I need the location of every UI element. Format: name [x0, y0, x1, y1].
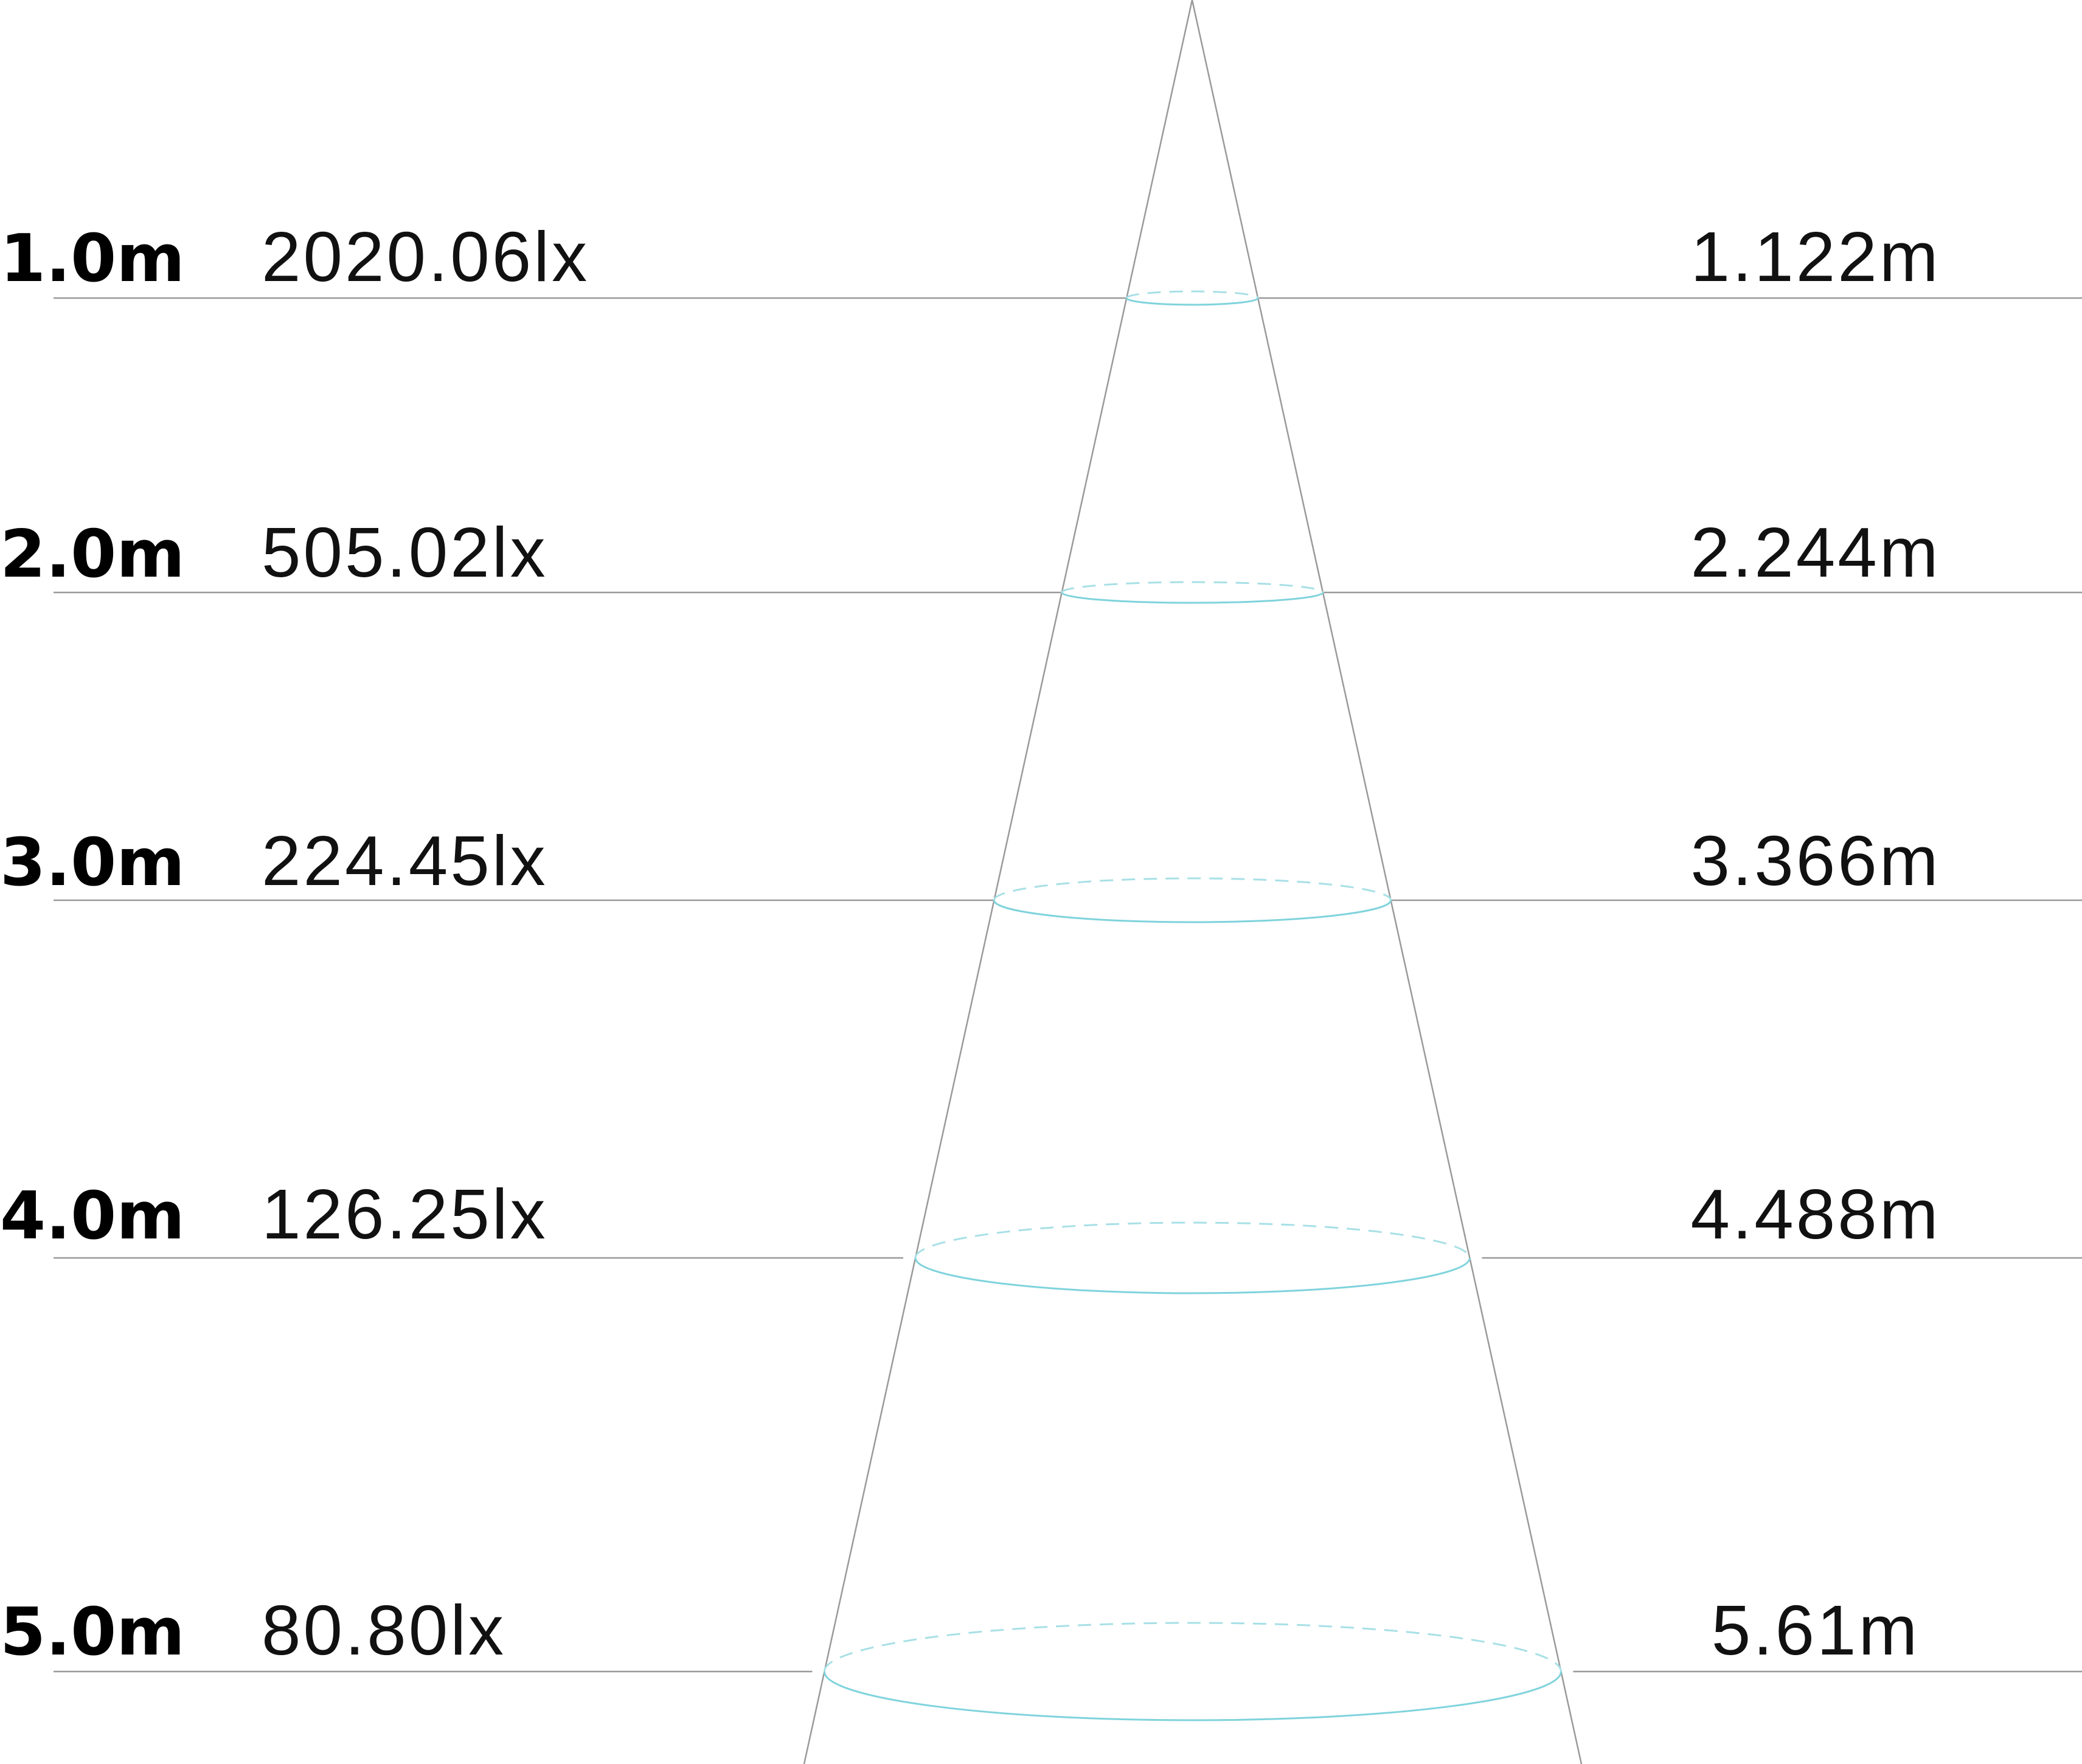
guide-lines: [54, 297, 2082, 1673]
beam-ring-back: [993, 877, 1392, 901]
diameter-label: 4.488m: [1691, 1175, 1941, 1254]
beam-ring-back: [914, 1221, 1471, 1259]
beam-cone: [803, 0, 1583, 1764]
distance-label: 5.0m: [0, 1594, 185, 1670]
diameter-label: 5.61m: [1712, 1591, 1920, 1670]
row-labels: 1.0m 2020.06lx 1.122m 2.0m 505.02lx 2.244m 3.0…: [0, 217, 1941, 1670]
beam-ring-back: [1125, 290, 1259, 299]
diameter-label: 1.122m: [1691, 217, 1941, 296]
illuminance-label: 224.45lx: [262, 821, 548, 900]
beam-ring-back: [823, 1622, 1562, 1672]
distance-label: 2.0m: [0, 516, 185, 592]
illuminance-label: 505.02lx: [262, 513, 548, 592]
beam-ring-front: [1061, 592, 1324, 604]
illuminance-label: 2020.06lx: [262, 217, 589, 296]
illuminance-label: 80.80lx: [262, 1591, 506, 1670]
beam-ring-front: [993, 900, 1392, 923]
beam-rings: [823, 290, 1562, 1721]
beam-ring-back: [1061, 581, 1324, 593]
beam-ring-front: [1125, 297, 1259, 306]
diameter-label: 2.244m: [1691, 513, 1941, 592]
illuminance-label: 126.25lx: [262, 1175, 548, 1254]
beam-right-edge: [1191, 0, 1583, 1764]
distance-label: 1.0m: [0, 221, 185, 297]
beam-ring-front: [914, 1257, 1471, 1294]
distance-label: 3.0m: [0, 825, 185, 901]
distance-label: 4.0m: [0, 1178, 185, 1254]
beam-left-edge: [803, 0, 1193, 1764]
beam-ring-front: [823, 1671, 1562, 1721]
diameter-label: 3.366m: [1691, 821, 1941, 900]
